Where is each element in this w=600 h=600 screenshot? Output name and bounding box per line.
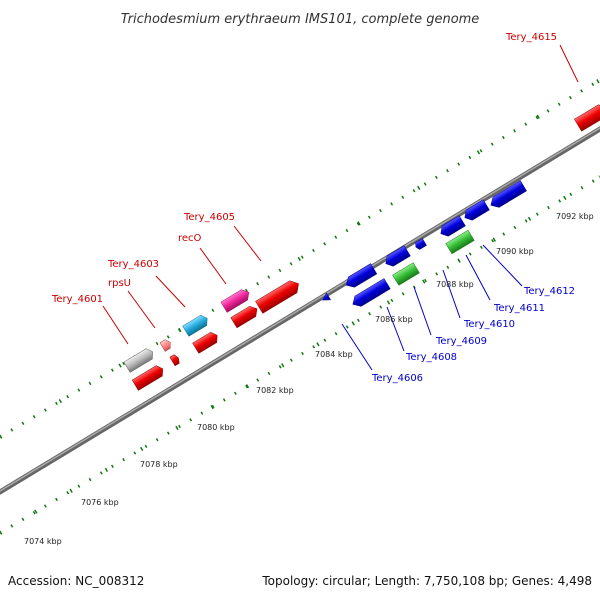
kbp-label-7078: 7078 kbp bbox=[140, 460, 178, 469]
label-rpsu: rpsU bbox=[108, 278, 131, 289]
gene-tery-4606[interactable] bbox=[350, 278, 391, 310]
genome-backbone bbox=[0, 126, 600, 495]
label-tery-4610: Tery_4610 bbox=[463, 319, 515, 330]
kbp-label-7080: 7080 kbp bbox=[197, 423, 235, 432]
gene-tery-4601[interactable] bbox=[123, 347, 156, 373]
label-tery-4608: Tery_4608 bbox=[405, 352, 457, 363]
accession-text: Accession: NC_008312 bbox=[8, 574, 144, 588]
upper-tick-track-major bbox=[0, 78, 600, 439]
label-tery-4601: Tery_4601 bbox=[51, 294, 103, 305]
label-tery-4611: Tery_4611 bbox=[493, 303, 545, 314]
label-tery-4605: Tery_4605 bbox=[183, 212, 235, 223]
reverse-strand-genes bbox=[131, 180, 527, 391]
kbp-label-7088: 7088 kbp bbox=[436, 280, 474, 289]
gene-reverse-red-1[interactable] bbox=[131, 364, 166, 391]
genome-backbone-highlight bbox=[0, 127, 600, 492]
kbp-label-7076: 7076 kbp bbox=[81, 498, 119, 507]
kbp-labels: 7074 kbp 7076 kbp 7078 kbp 7080 kbp 7082… bbox=[24, 212, 594, 546]
gene-tery-4605[interactable] bbox=[255, 278, 303, 314]
gene-tery-4612[interactable] bbox=[488, 180, 527, 211]
bottom-leader-lines bbox=[341, 244, 523, 371]
gene-tery-4615[interactable] bbox=[574, 102, 600, 132]
kbp-label-7084: 7084 kbp bbox=[315, 350, 353, 359]
gene-tery-4609[interactable] bbox=[392, 262, 420, 286]
gene-reverse-red-tiny[interactable] bbox=[169, 354, 181, 367]
top-leader-lines bbox=[102, 44, 579, 345]
gene-reverse-red-2[interactable] bbox=[192, 330, 221, 354]
gene-small-blue[interactable] bbox=[414, 238, 427, 251]
gene-tery-4610[interactable] bbox=[438, 215, 466, 239]
label-tery-4603: Tery_4603 bbox=[107, 259, 159, 270]
gene-tery-4603[interactable] bbox=[182, 313, 211, 337]
label-tery-4612: Tery_4612 bbox=[523, 286, 575, 297]
forward-strand-genes bbox=[123, 102, 600, 373]
kbp-label-7090: 7090 kbp bbox=[496, 247, 534, 256]
label-tery-4606: Tery_4606 bbox=[371, 373, 423, 384]
genome-summary-text: Topology: circular; Length: 7,750,108 bp… bbox=[261, 574, 592, 588]
label-reco: recO bbox=[178, 233, 202, 244]
gene-blue-mid[interactable] bbox=[462, 199, 490, 223]
gene-tery-4611[interactable] bbox=[445, 229, 475, 255]
gene-reco[interactable] bbox=[220, 287, 252, 313]
gene-tery-4606-mark[interactable] bbox=[321, 292, 332, 303]
gene-tery-4608[interactable] bbox=[383, 245, 411, 269]
gene-forward-red-small[interactable] bbox=[230, 304, 260, 329]
kbp-label-7074: 7074 kbp bbox=[24, 537, 62, 546]
gene-tery-4607[interactable] bbox=[343, 263, 378, 291]
top-gene-labels: Tery_4601 rpsU Tery_4603 recO Tery_4605 … bbox=[51, 32, 557, 305]
gene-rpsu[interactable] bbox=[159, 338, 173, 352]
lower-tick-track-major bbox=[0, 175, 600, 535]
label-tery-4615: Tery_4615 bbox=[505, 32, 557, 43]
kbp-label-7092: 7092 kbp bbox=[556, 212, 594, 221]
kbp-label-7086: 7086 kbp bbox=[375, 315, 413, 324]
bottom-gene-labels: Tery_4606 Tery_4608 Tery_4609 Tery_4610 … bbox=[371, 286, 575, 384]
map-title: Trichodesmium erythraeum IMS101, complet… bbox=[121, 12, 480, 27]
kbp-label-7082: 7082 kbp bbox=[256, 386, 294, 395]
label-tery-4609: Tery_4609 bbox=[435, 336, 487, 347]
